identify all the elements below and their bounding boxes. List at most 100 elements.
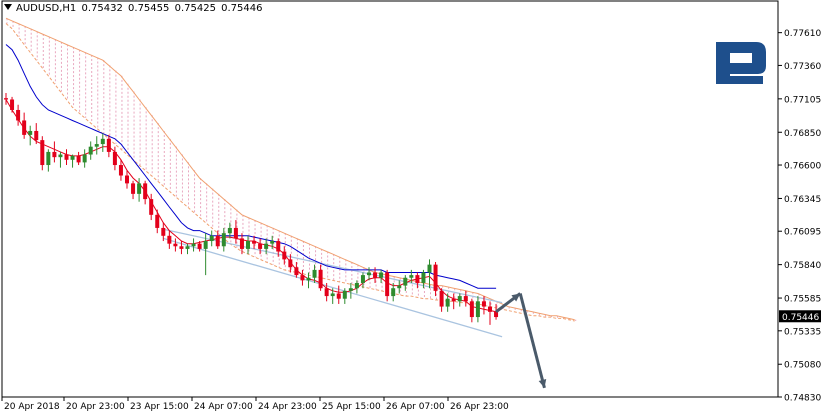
candle-body	[16, 109, 21, 121]
x-tick-label: 26 Apr 23:00	[450, 402, 509, 412]
candle-body	[463, 296, 468, 302]
candle-body	[82, 154, 87, 163]
candle-body	[179, 246, 184, 249]
collapse-triangle-icon[interactable]	[4, 4, 12, 10]
forecast-up-arrowhead-icon	[511, 293, 521, 302]
x-tick-label: 25 Apr 15:00	[322, 402, 381, 412]
x-tick-label: 20 Apr 2018	[4, 402, 60, 412]
candle-body	[336, 293, 341, 299]
candle-body	[354, 282, 359, 289]
candle-body	[185, 246, 190, 249]
candle-body	[137, 183, 142, 194]
current-price-box	[779, 310, 821, 323]
candle-body	[276, 241, 281, 252]
y-tick-label: 0.76345	[784, 195, 821, 205]
candle-body	[4, 98, 8, 100]
symbol-label: AUDUSD,H1	[16, 3, 77, 14]
low-value: 0.75425	[174, 3, 216, 14]
candle-body	[125, 175, 129, 184]
candle-body	[64, 154, 69, 160]
candle-body	[294, 267, 299, 276]
candle-body	[239, 238, 244, 249]
candle-body	[391, 288, 396, 297]
candle-body	[264, 243, 269, 249]
candle-body	[270, 241, 275, 244]
candle-body	[385, 272, 390, 297]
kijun-sen-line	[5, 44, 497, 289]
candle-body	[348, 288, 353, 291]
candle-body	[227, 227, 232, 234]
candle-body	[457, 296, 462, 302]
candle-body	[288, 259, 293, 268]
candle-body	[421, 272, 426, 283]
candle-body	[233, 227, 238, 239]
candle-body	[379, 272, 384, 278]
candle-body	[40, 140, 45, 166]
candle-body	[342, 290, 347, 299]
y-tick-label: 0.77610	[784, 29, 821, 39]
candle-body	[10, 99, 15, 110]
candle-body	[70, 155, 75, 160]
candle-body	[94, 144, 99, 147]
candle-body	[427, 264, 432, 273]
candle-body	[360, 275, 365, 283]
candle-body	[246, 241, 250, 249]
candle-body	[282, 251, 287, 260]
ohlc-header: AUDUSD,H1 0.75432 0.75455 0.75425 0.7544…	[4, 3, 262, 14]
candle-body	[439, 290, 444, 307]
candle-body	[191, 243, 196, 247]
candle-body	[433, 264, 438, 291]
current-price-label: 0.75446	[782, 313, 819, 323]
candle-body	[312, 269, 317, 278]
y-tick-label: 0.75840	[784, 261, 821, 271]
candle-body	[52, 151, 57, 158]
candle-body	[445, 298, 450, 307]
open-value: 0.75432	[81, 3, 123, 14]
candle-body	[481, 301, 486, 307]
close-value: 0.75446	[221, 3, 263, 14]
candle-body	[34, 130, 39, 141]
candle-body	[215, 235, 220, 247]
candle-body	[306, 277, 311, 281]
candle-body	[100, 138, 105, 145]
candle-body	[155, 214, 160, 228]
y-tick-label: 0.75585	[784, 295, 821, 305]
channel-lower-line	[163, 237, 503, 338]
candle-body	[494, 311, 499, 318]
candle-body	[131, 183, 136, 194]
x-tick-label: 23 Apr 15:00	[130, 402, 189, 412]
cloud-upper-line	[5, 17, 575, 321]
candle-body	[76, 155, 81, 163]
y-tick-label: 0.76600	[784, 162, 821, 172]
candle-body	[149, 199, 154, 215]
candle-body	[143, 183, 148, 200]
candle-body	[367, 272, 371, 276]
candle-body	[373, 272, 378, 278]
candle-body	[258, 243, 263, 249]
candle-body	[488, 306, 492, 312]
candle-body	[197, 243, 202, 249]
candle-body	[300, 275, 305, 281]
plot-frame	[1, 0, 779, 398]
candle-body	[221, 233, 226, 247]
forecast-down-arrowhead-icon	[538, 379, 547, 388]
y-tick-label: 0.76095	[784, 228, 821, 238]
candle-body	[203, 241, 208, 249]
high-value: 0.75455	[128, 3, 170, 14]
candle-body	[118, 165, 123, 176]
channel-upper-line	[163, 228, 503, 304]
candle-body	[330, 293, 335, 297]
x-tick-label: 26 Apr 07:00	[386, 402, 445, 412]
logo-bar	[723, 76, 763, 84]
candle-body	[161, 227, 166, 236]
candle-body	[475, 301, 480, 318]
candle-body	[88, 146, 93, 155]
candle-body	[173, 243, 178, 247]
candle-body	[112, 151, 117, 166]
y-tick-label: 0.75080	[784, 361, 821, 371]
y-tick-label: 0.76850	[784, 129, 821, 139]
candle-body	[324, 288, 329, 297]
y-tick-label: 0.74830	[784, 394, 821, 404]
